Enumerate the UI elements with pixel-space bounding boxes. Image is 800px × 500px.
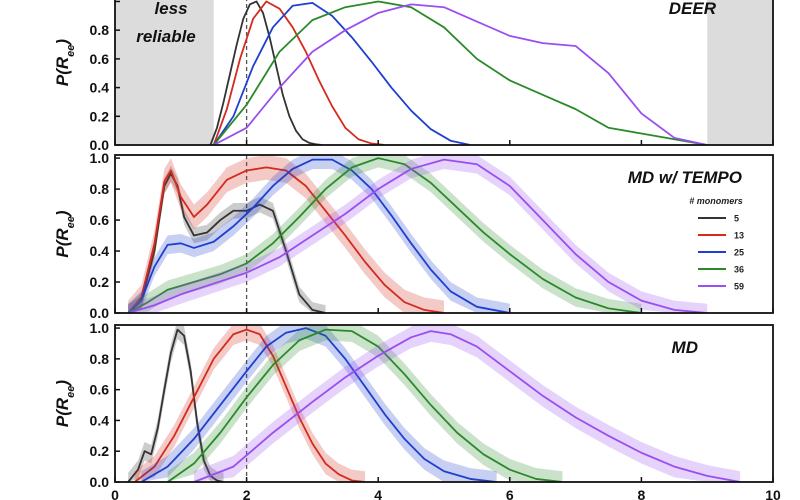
x-tick-label: 8 bbox=[638, 487, 646, 500]
series-line-25 bbox=[127, 158, 510, 313]
series-line-1 bbox=[127, 328, 224, 482]
plot-frame bbox=[114, 324, 774, 483]
legend-entry-5: 5 bbox=[734, 214, 739, 224]
plot-frame bbox=[114, 0, 774, 146]
y-tick-label: 0.2 bbox=[90, 274, 110, 290]
panel-2: 0.0 0.2 0.4 0.6 0.8 1.0 P(Ree) MD w/ TEMPO # mon… bbox=[53, 150, 774, 321]
y-tick-label: 0.4 bbox=[90, 412, 110, 428]
series-band-25 bbox=[128, 155, 510, 313]
plot-area bbox=[127, 155, 708, 313]
series-line-36 bbox=[127, 157, 642, 313]
series-line-59 bbox=[127, 158, 708, 313]
series-line-1 bbox=[209, 0, 323, 145]
y-tick-label: 0.4 bbox=[90, 80, 110, 96]
shaded-region-1 bbox=[115, 0, 214, 145]
series-line-4 bbox=[213, 0, 708, 145]
panel-1: 0.0 0.2 0.4 0.6 0.8 P(Ree) DEER less reliable bbox=[53, 0, 774, 153]
y-tick-label: 0.4 bbox=[90, 243, 110, 259]
y-tick-label: 1.0 bbox=[90, 320, 110, 336]
y-tick-label: 1.0 bbox=[90, 150, 110, 166]
y-tick-label: 0.2 bbox=[90, 443, 110, 459]
panel-label: MD w/ TEMPO bbox=[628, 168, 742, 187]
y-tick-label: 0.8 bbox=[90, 181, 110, 197]
legend-entry-36: 36 bbox=[734, 265, 744, 275]
series-band-5 bbox=[128, 165, 326, 313]
legend-entry-59: 59 bbox=[734, 282, 744, 292]
plot-area bbox=[127, 325, 741, 482]
x-tick-label: 2 bbox=[243, 487, 251, 500]
y-tick-label: 0.8 bbox=[90, 22, 110, 38]
series-band-5 bbox=[193, 325, 741, 482]
x-tick-label: 0 bbox=[111, 487, 119, 500]
x-tick-label: 4 bbox=[374, 487, 382, 500]
series-band-59 bbox=[128, 155, 708, 313]
plot-frame bbox=[114, 154, 774, 314]
y-tick-label: 0.0 bbox=[90, 305, 110, 321]
legend-entry-13: 13 bbox=[734, 231, 744, 241]
y-tick-label: 0.0 bbox=[90, 137, 110, 153]
x-tick-label: 6 bbox=[506, 487, 514, 500]
legend: # monomers 5 13 25 36 59 bbox=[689, 196, 744, 292]
series-line-3 bbox=[140, 327, 497, 482]
series-line-2 bbox=[212, 0, 385, 145]
series-band-4 bbox=[167, 325, 563, 482]
series-band-1 bbox=[128, 325, 224, 482]
series-line-13 bbox=[127, 166, 445, 313]
series-band-36 bbox=[128, 155, 642, 313]
x-tick-label: 10 bbox=[765, 487, 781, 500]
y-tick-label: 0.6 bbox=[90, 51, 110, 67]
series-line-2 bbox=[134, 328, 366, 482]
plot-area bbox=[115, 0, 773, 145]
series-band-13 bbox=[128, 155, 444, 313]
y-tick-label: 0.6 bbox=[90, 382, 110, 398]
y-axis-label: P(Ree) bbox=[53, 210, 77, 258]
y-tick-label: 0.0 bbox=[90, 474, 110, 490]
legend-title: # monomers bbox=[689, 196, 743, 206]
series-line-3 bbox=[212, 2, 471, 145]
series-band-2 bbox=[134, 325, 366, 482]
series-line-5 bbox=[193, 330, 741, 482]
y-tick-label: 0.2 bbox=[90, 108, 110, 124]
y-axis-label: P(Ree) bbox=[53, 380, 77, 428]
panel-label: DEER bbox=[669, 0, 717, 18]
panel-3: 0.0 0.2 0.4 0.6 0.8 1.0 0 2 4 6 8 10 P(Ree) MD bbox=[53, 320, 781, 500]
series-line-4 bbox=[167, 328, 563, 482]
shaded-region-2 bbox=[707, 0, 773, 145]
series-line-5 bbox=[213, 3, 708, 145]
y-tick-label: 0.6 bbox=[90, 212, 110, 228]
legend-entry-25: 25 bbox=[734, 248, 744, 258]
y-tick-label: 0.8 bbox=[90, 351, 110, 367]
y-axis-label: P(Ree) bbox=[53, 39, 77, 87]
panel-label: MD bbox=[672, 338, 698, 357]
annotation-less-reliable: less reliable bbox=[136, 0, 196, 46]
